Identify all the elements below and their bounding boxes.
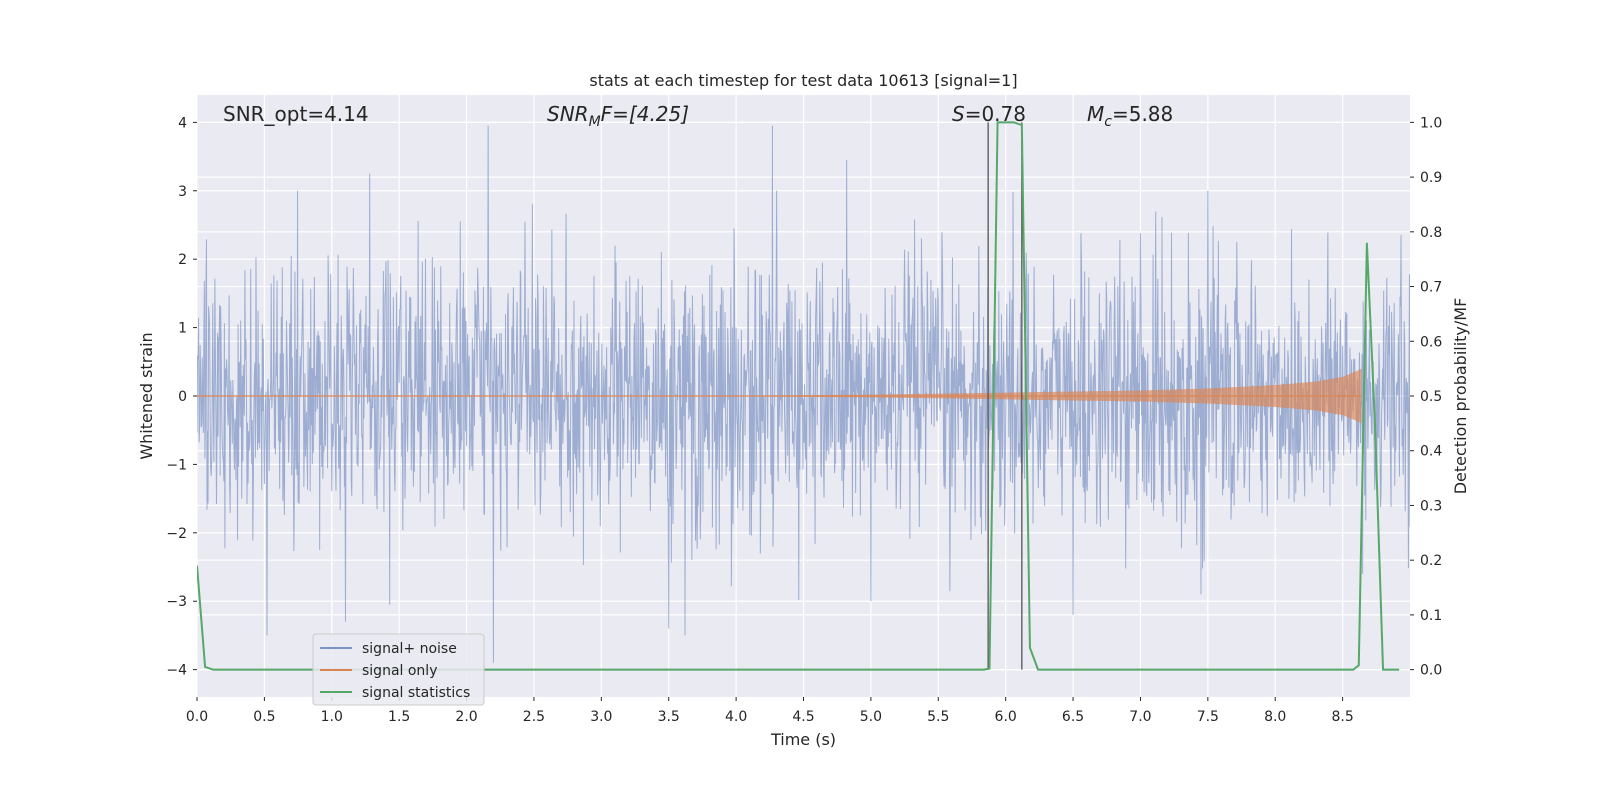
annotation-snr-mf: SNRMF=[4.25] [547, 102, 689, 130]
legend-label-signal-only: signal only [362, 663, 437, 679]
x-tick-label: 3.5 [658, 709, 680, 725]
y-left-tick-label: −2 [166, 526, 187, 542]
y-right-tick-label: 0.9 [1420, 170, 1442, 186]
chart-title: stats at each timestep for test data 106… [589, 71, 1017, 90]
y-right-tick-label: 0.8 [1420, 225, 1442, 241]
x-axis-label: Time (s) [770, 730, 836, 749]
legend: signal+ noise signal only signal statist… [312, 633, 485, 706]
annotation-s: S=0.78 [952, 102, 1026, 126]
y-left-tick-label: −3 [166, 594, 187, 610]
annotation-mc-symbol: M [1087, 102, 1104, 126]
legend-label-signal-plus-noise: signal+ noise [362, 641, 457, 657]
y-left-tick-label: 0 [178, 389, 187, 405]
x-tick-label: 4.5 [792, 709, 814, 725]
x-tick-label: 1.5 [388, 709, 410, 725]
annotation-s-value: =0.78 [965, 102, 1026, 126]
x-tick-label: 6.5 [1062, 709, 1084, 725]
annotation-s-symbol: S [952, 102, 965, 126]
y-axis-right-ticks: 0.0 0.1 0.2 0.3 0.4 0.5 0.6 0.7 0.8 0.9 1.0 [1410, 115, 1442, 679]
y-right-tick-label: 0.5 [1420, 389, 1442, 405]
annotation-snr-mf-symbol: SNR [547, 102, 589, 126]
annotation-snr-mf-value: F=[4.25] [601, 102, 689, 126]
annotation-mc-subscript: c [1104, 114, 1112, 130]
annotation-snr-opt: SNR_opt=4.14 [223, 102, 369, 126]
x-axis-ticks: 0.0 0.5 1.0 1.5 2.0 2.5 3.0 3.5 4.0 4.5 5.0 5.5 6.0 6… [186, 697, 1354, 725]
x-tick-label: 2.0 [455, 709, 477, 725]
y-right-tick-label: 0.0 [1420, 663, 1442, 679]
x-tick-label: 3.0 [590, 709, 612, 725]
x-tick-label: 0.0 [186, 709, 208, 725]
x-tick-label: 8.0 [1264, 709, 1286, 725]
y-left-tick-label: 3 [178, 184, 187, 200]
x-tick-label: 6.0 [995, 709, 1017, 725]
y-right-tick-label: 0.3 [1420, 498, 1442, 514]
legend-label-signal-statistics: signal statistics [362, 685, 470, 701]
y-right-tick-label: 0.2 [1420, 553, 1442, 569]
y-left-tick-label: 4 [178, 115, 187, 131]
y-left-tick-label: 2 [178, 252, 187, 268]
annotation-mc-value: =5.88 [1112, 102, 1173, 126]
x-tick-label: 4.0 [725, 709, 747, 725]
y-right-tick-label: 0.6 [1420, 334, 1442, 350]
y-left-tick-label: −4 [166, 663, 187, 679]
event-markers [987, 122, 1023, 670]
series-signal-plus-noise [197, 125, 1410, 663]
y-right-tick-label: 0.7 [1420, 280, 1442, 296]
x-tick-label: 7.5 [1197, 709, 1219, 725]
annotation-snr-mf-subscript: M [589, 114, 601, 130]
x-tick-label: 5.5 [927, 709, 949, 725]
x-tick-label: 0.5 [253, 709, 275, 725]
y-left-tick-label: −1 [166, 457, 187, 473]
x-tick-label: 2.5 [523, 709, 545, 725]
annotation-mc: Mc=5.88 [1087, 102, 1173, 130]
x-tick-label: 7.0 [1129, 709, 1151, 725]
y-right-tick-label: 0.1 [1420, 608, 1442, 624]
legend-box [312, 633, 485, 706]
x-tick-label: 8.5 [1331, 709, 1353, 725]
y-axis-right-label: Detection probability/MF [1451, 298, 1470, 495]
y-axis-left-ticks: −4 −3 −2 −1 0 1 2 3 4 [166, 115, 197, 679]
y-left-tick-label: 1 [178, 321, 187, 337]
x-tick-label: 5.0 [860, 709, 882, 725]
y-right-tick-label: 0.4 [1420, 444, 1442, 460]
x-tick-label: 1.0 [321, 709, 343, 725]
y-right-tick-label: 1.0 [1420, 115, 1442, 131]
y-axis-left-label: Whitened strain [137, 332, 156, 459]
series-signal-statistics [197, 121, 1400, 671]
